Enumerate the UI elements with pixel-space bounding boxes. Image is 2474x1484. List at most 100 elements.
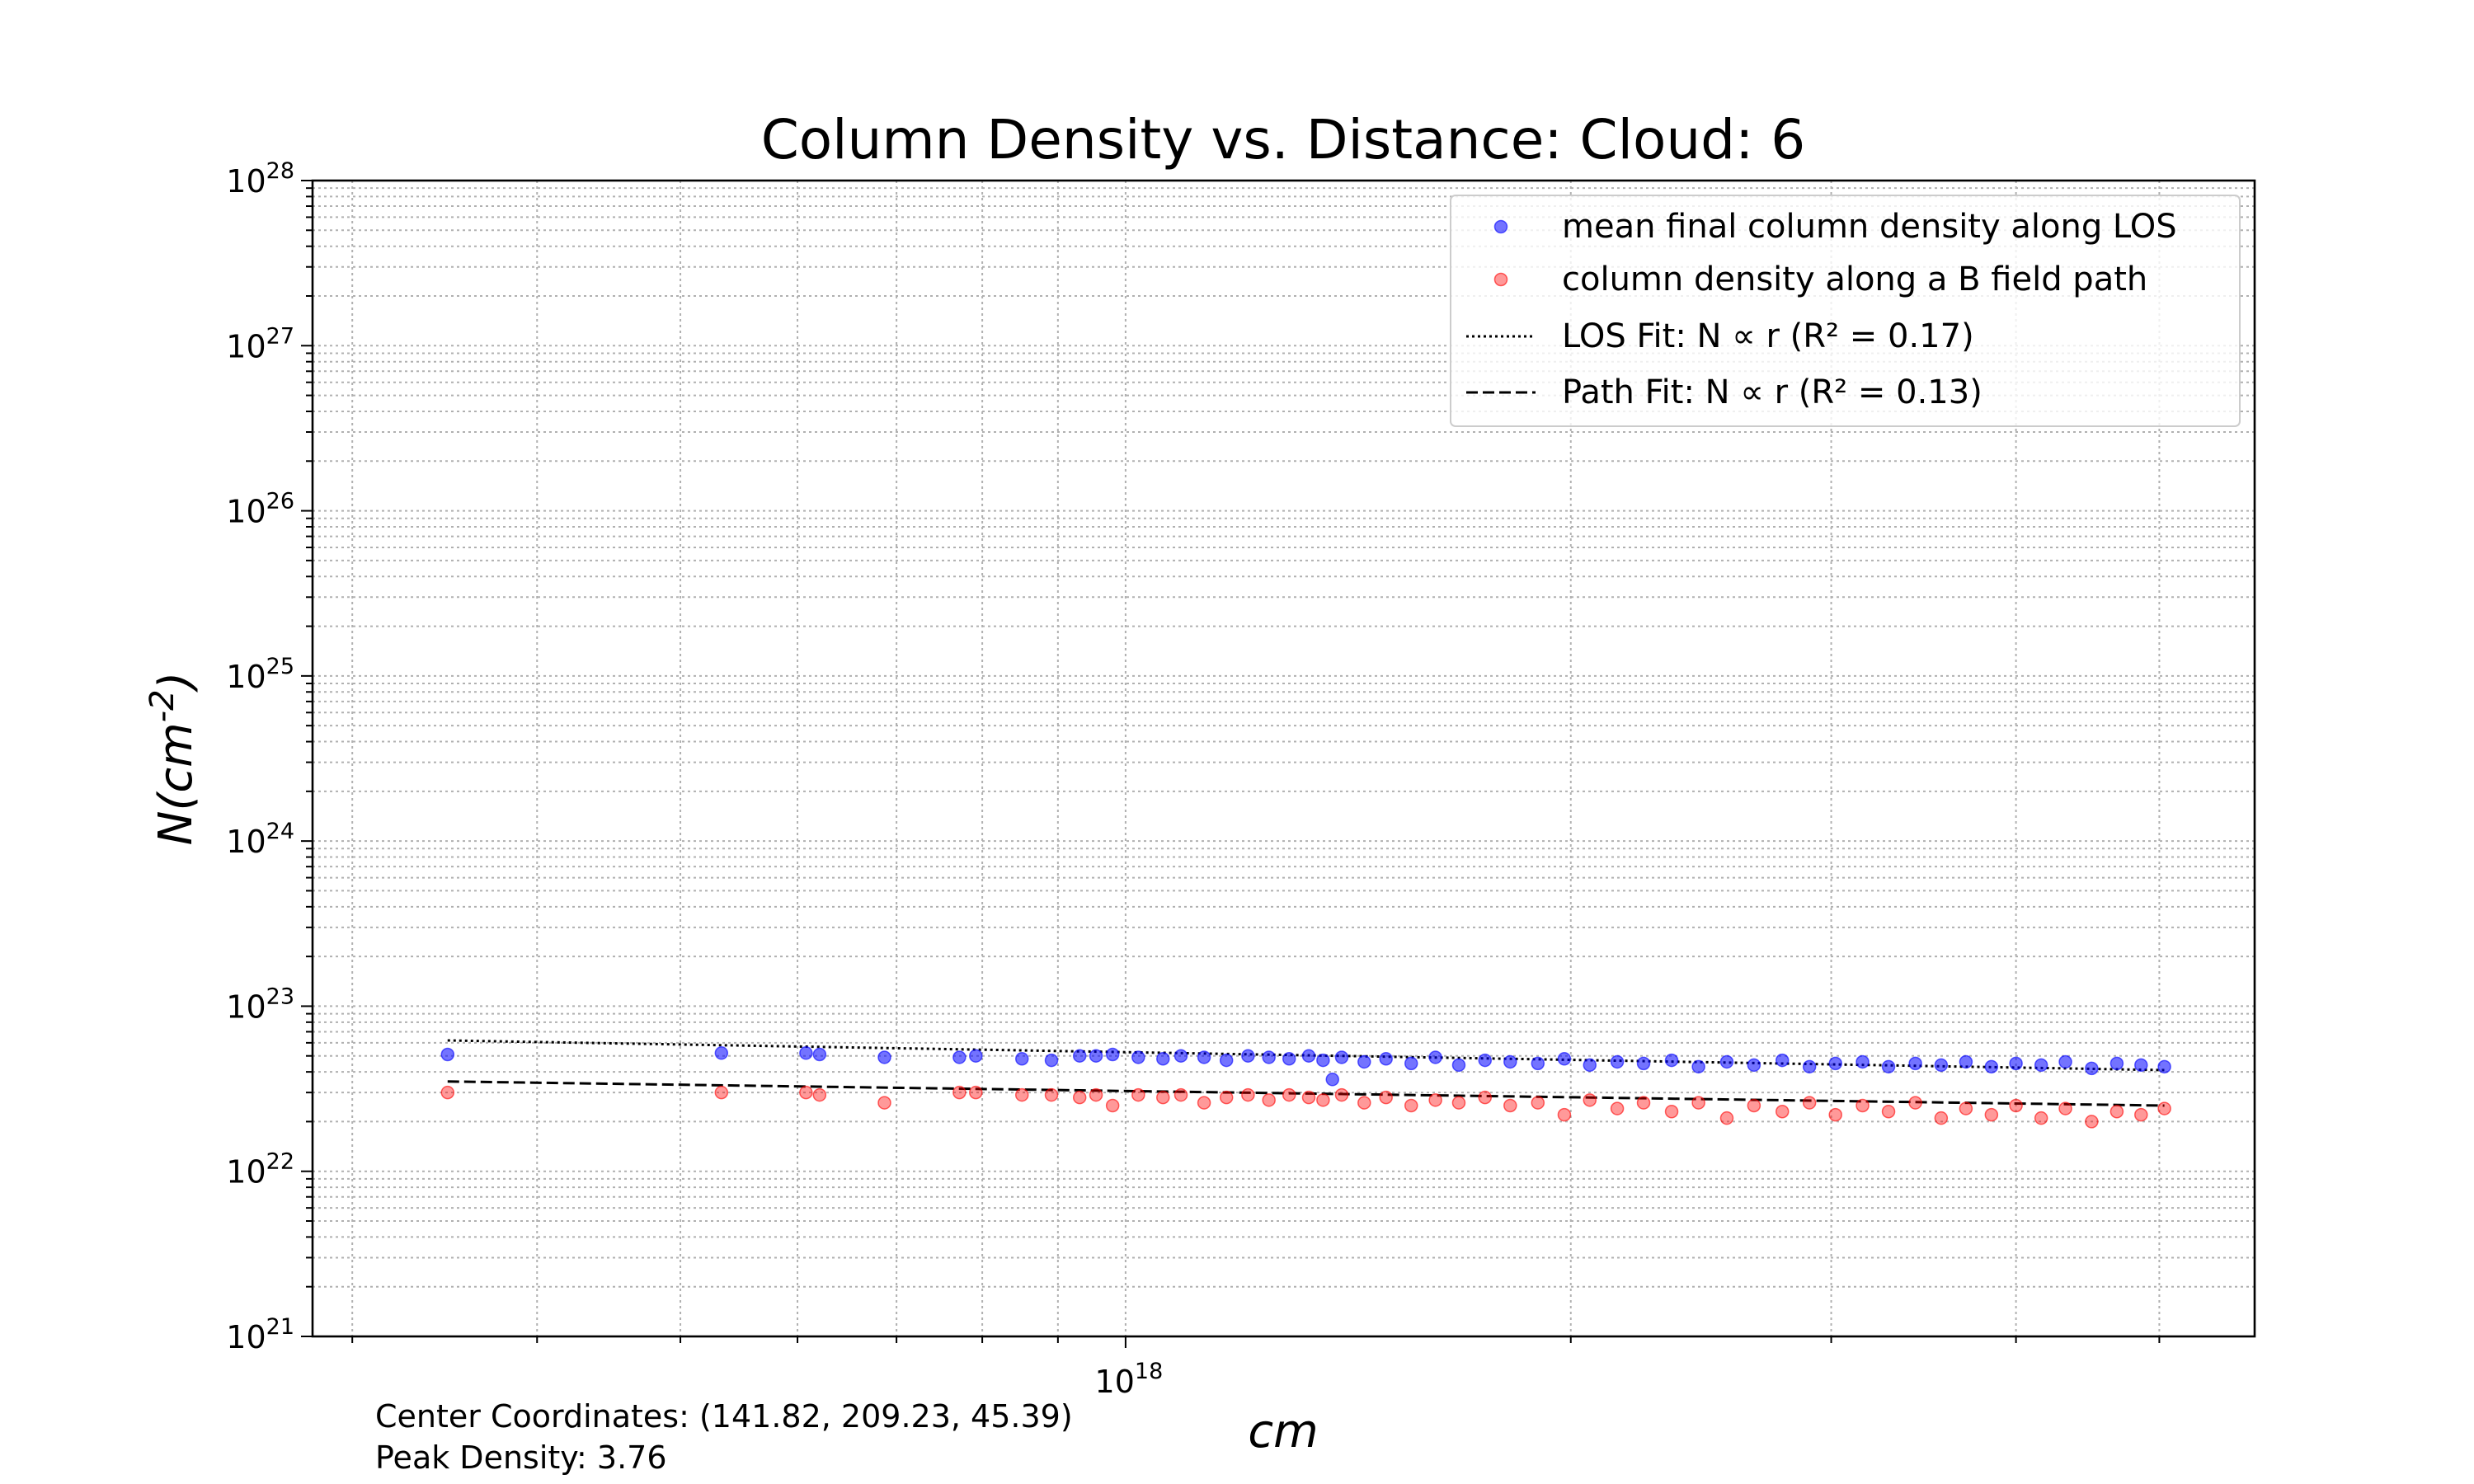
path-data-point	[1357, 1096, 1371, 1110]
los-data-point	[2034, 1058, 2048, 1073]
path-data-point	[2109, 1105, 2124, 1119]
los-data-point	[1934, 1058, 1949, 1073]
path-data-point	[799, 1085, 813, 1100]
legend-label-2: column density along a B field path	[1562, 261, 2147, 298]
los-data-point	[1301, 1049, 1316, 1063]
path-data-point	[1316, 1093, 1330, 1107]
los-data-point	[1828, 1056, 1842, 1071]
path-data-point	[1404, 1098, 1418, 1113]
los-data-point	[1282, 1052, 1296, 1066]
y-tick-label: 1025	[226, 654, 294, 695]
los-data-point	[1357, 1054, 1371, 1069]
legend-label-1: mean final column density along LOS	[1562, 208, 2177, 246]
axis-ticks: 1021 1022 1023 1024 1025 1026 1027 1028 1018	[226, 158, 2161, 1400]
path-data-point	[1197, 1096, 1211, 1110]
los-data-point	[1503, 1054, 1517, 1069]
path-data-point	[877, 1096, 891, 1110]
peak-density-text: Peak Density: 3.76	[375, 1439, 667, 1476]
grid-lines	[313, 181, 2255, 1336]
y-tick-label: 1027	[226, 323, 294, 364]
y-tick-label: 1021	[226, 1314, 294, 1355]
los-data-point	[799, 1046, 813, 1060]
path-data-point	[1719, 1111, 1734, 1125]
los-data-point	[1174, 1049, 1188, 1063]
path-data-point	[1131, 1087, 1145, 1102]
path-data-point	[1881, 1105, 1896, 1119]
y-tick-label: 1024	[226, 819, 294, 860]
path-data-point	[1828, 1107, 1842, 1122]
path-data-point	[1301, 1090, 1316, 1105]
y-tick-label: 1022	[226, 1149, 294, 1190]
los-data-point	[1531, 1056, 1545, 1071]
path-data-point	[1503, 1098, 1517, 1113]
los-data-point	[2157, 1059, 2171, 1074]
legend-label-3: LOS Fit: N ∝ r (R² = 0.17)	[1562, 317, 1974, 355]
los-data-point	[1478, 1053, 1493, 1068]
path-data-point	[1262, 1093, 1276, 1107]
y-tick-label: 1026	[226, 489, 294, 530]
los-data-point	[1856, 1054, 1870, 1069]
legend-box	[1450, 195, 2241, 427]
y-tick-label: 1023	[226, 984, 294, 1025]
los-data-point	[1747, 1058, 1761, 1073]
path-data-point	[1802, 1096, 1817, 1110]
los-data-point	[714, 1046, 729, 1060]
los-data-point	[1775, 1053, 1790, 1068]
path-fit-line	[447, 1080, 2165, 1107]
path-data-point	[440, 1085, 455, 1100]
path-data-point	[1174, 1087, 1188, 1102]
legend-marker-path	[1493, 272, 1508, 287]
path-data-point	[1691, 1096, 1705, 1110]
path-data-point	[1282, 1087, 1296, 1102]
los-data-point	[2109, 1056, 2124, 1071]
path-data-point	[1531, 1096, 1545, 1110]
path-data-point	[1664, 1105, 1679, 1119]
path-data-point	[1583, 1093, 1597, 1107]
path-data-point	[1219, 1090, 1234, 1105]
los-data-point	[1557, 1052, 1572, 1066]
los-data-point	[1691, 1059, 1705, 1074]
path-data-point	[1072, 1090, 1087, 1105]
los-data-point	[1802, 1059, 1817, 1074]
los-data-point	[1316, 1053, 1330, 1068]
path-data-point	[1241, 1087, 1255, 1102]
los-data-point	[1908, 1056, 1922, 1071]
path-data-point	[1044, 1087, 1059, 1102]
los-data-point	[1105, 1047, 1120, 1062]
path-data-point	[1856, 1098, 1870, 1113]
los-data-point	[2058, 1054, 2072, 1069]
plot-frame	[311, 179, 2256, 1338]
los-data-point	[1241, 1049, 1255, 1063]
los-data-point	[1881, 1059, 1896, 1074]
y-axis-label: N(cm-2)	[143, 672, 203, 846]
path-data-point	[1105, 1098, 1120, 1113]
los-data-point	[969, 1049, 983, 1063]
los-data-point	[2085, 1061, 2099, 1076]
los-data-point	[1610, 1054, 1625, 1069]
los-data-point	[1428, 1050, 1442, 1064]
path-data-point	[1775, 1105, 1790, 1119]
path-data-point	[1636, 1096, 1651, 1110]
path-data-point	[2134, 1107, 2148, 1122]
path-data-point	[1428, 1093, 1442, 1107]
path-data-point	[952, 1085, 967, 1100]
los-data-point	[1984, 1059, 1999, 1074]
los-data-point	[1451, 1058, 1466, 1073]
path-data-point	[1334, 1087, 1349, 1102]
los-data-point	[952, 1050, 967, 1064]
path-data-point	[2009, 1098, 2023, 1113]
los-data-point	[1262, 1050, 1276, 1064]
path-data-point	[1934, 1111, 1949, 1125]
path-data-point	[2157, 1101, 2171, 1115]
path-data-point	[1156, 1090, 1170, 1105]
path-data-point	[1379, 1090, 1393, 1105]
los-data-point	[2009, 1056, 2023, 1071]
los-data-point	[1404, 1056, 1418, 1071]
center-coordinates-text: Center Coordinates: (141.82, 209.23, 45.…	[375, 1398, 1073, 1435]
path-data-point	[1451, 1096, 1466, 1110]
los-data-point	[1219, 1053, 1234, 1068]
path-data-point	[1959, 1101, 1973, 1115]
x-tick-label: 1018	[1095, 1359, 1164, 1400]
path-data-point	[1610, 1101, 1625, 1115]
path-data-point	[1747, 1098, 1761, 1113]
